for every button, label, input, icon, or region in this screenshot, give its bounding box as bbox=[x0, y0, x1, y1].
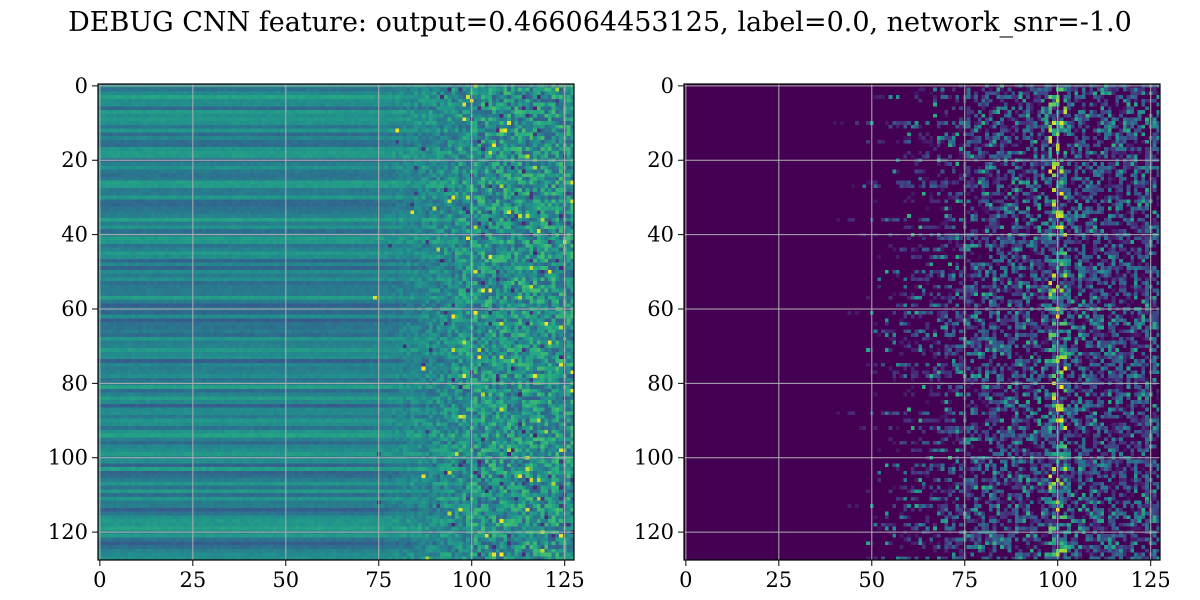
y-tick-label: 40 bbox=[647, 223, 674, 247]
y-tick-label: 120 bbox=[48, 520, 88, 544]
x-tick-label: 50 bbox=[272, 568, 299, 592]
y-tick-label: 60 bbox=[647, 297, 674, 321]
x-tick-label: 100 bbox=[452, 568, 492, 592]
y-tick-label: 40 bbox=[61, 223, 88, 247]
y-tick-label: 80 bbox=[61, 371, 88, 395]
x-tick-label: 75 bbox=[365, 568, 392, 592]
y-tick-label: 100 bbox=[48, 446, 88, 470]
figure-title: DEBUG CNN feature: output=0.466064453125… bbox=[68, 7, 1132, 38]
y-tick-label: 60 bbox=[61, 297, 88, 321]
y-tick-label: 20 bbox=[61, 148, 88, 172]
y-tick-label: 80 bbox=[647, 371, 674, 395]
x-tick-label: 25 bbox=[765, 568, 792, 592]
y-tick-label: 120 bbox=[634, 520, 674, 544]
y-tick-label: 20 bbox=[647, 148, 674, 172]
x-tick-label: 125 bbox=[1131, 568, 1171, 592]
heatmap-panel-right: 0 25 50 75 100 125 0 20 40 60 80 100 120 bbox=[634, 74, 1171, 592]
heatmap-image bbox=[684, 84, 1160, 560]
x-tick-label: 75 bbox=[951, 568, 978, 592]
x-tick-label: 100 bbox=[1038, 568, 1078, 592]
axes-frame bbox=[97, 83, 575, 561]
x-tick-label: 125 bbox=[545, 568, 585, 592]
x-tick-label: 25 bbox=[179, 568, 206, 592]
axes-frame bbox=[683, 83, 1161, 561]
x-tick-label: 50 bbox=[858, 568, 885, 592]
y-tick-label: 0 bbox=[75, 74, 88, 98]
x-tick-label: 0 bbox=[93, 568, 106, 592]
heatmap-panel-left: 0 25 50 75 100 125 0 20 40 60 80 100 120 bbox=[48, 74, 585, 592]
x-tick-label: 0 bbox=[679, 568, 692, 592]
y-tick-label: 100 bbox=[634, 446, 674, 470]
heatmap-image bbox=[98, 84, 574, 560]
y-tick-label: 0 bbox=[661, 74, 674, 98]
